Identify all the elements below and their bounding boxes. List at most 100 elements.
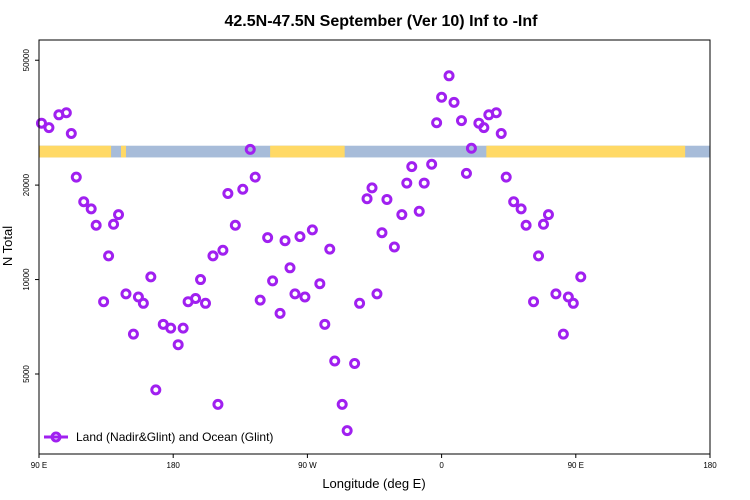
- data-point: [436, 91, 448, 103]
- data-point: [388, 241, 400, 253]
- data-point: [200, 297, 212, 309]
- data-point: [341, 425, 353, 437]
- x-tick-label: 180: [167, 461, 181, 470]
- y-tick-label: 5000: [22, 365, 31, 383]
- data-point: [177, 322, 189, 334]
- data-point: [515, 203, 527, 215]
- data-point: [401, 177, 413, 189]
- data-point: [319, 318, 331, 330]
- data-point: [448, 96, 460, 108]
- data-point: [222, 188, 234, 200]
- y-tick-label: 50000: [22, 49, 31, 72]
- data-point: [279, 235, 291, 247]
- x-tick-label: 0: [439, 461, 444, 470]
- data-point: [284, 262, 296, 274]
- legend-label: Land (Nadir&Glint) and Ocean (Glint): [76, 430, 273, 444]
- data-point: [207, 250, 219, 262]
- data-point: [478, 122, 490, 134]
- x-tick-label: 90 W: [298, 461, 317, 470]
- data-point: [550, 288, 562, 300]
- data-point: [35, 117, 47, 129]
- data-point: [443, 70, 455, 82]
- data-point: [70, 171, 82, 183]
- y-axis: 5000 10000 20000 50000: [22, 49, 39, 383]
- data-point: [294, 231, 306, 243]
- data-point: [60, 107, 72, 119]
- data-point: [336, 398, 348, 410]
- data-point: [299, 291, 311, 303]
- data-point: [254, 294, 266, 306]
- data-point: [413, 205, 425, 217]
- data-point: [120, 288, 132, 300]
- legend-marker: [50, 431, 62, 443]
- data-point: [137, 297, 149, 309]
- data-point: [212, 398, 224, 410]
- data-point: [500, 171, 512, 183]
- data-point: [465, 142, 477, 154]
- data-point: [103, 250, 115, 262]
- data-point: [237, 183, 249, 195]
- data-point: [172, 339, 184, 351]
- data-point: [262, 232, 274, 244]
- data-point: [557, 328, 569, 340]
- y-tick-label: 10000: [22, 268, 31, 291]
- data-point: [314, 278, 326, 290]
- data-point: [396, 209, 408, 221]
- data-points: [35, 70, 587, 437]
- data-point: [195, 274, 207, 286]
- data-point: [495, 128, 507, 140]
- data-point: [289, 288, 301, 300]
- data-point: [533, 250, 545, 262]
- data-point: [575, 271, 587, 283]
- data-point: [229, 219, 241, 231]
- data-point: [371, 288, 383, 300]
- legend: Land (Nadir&Glint) and Ocean (Glint): [44, 430, 273, 444]
- data-point: [376, 227, 388, 239]
- land-segment: [270, 145, 345, 158]
- data-point: [537, 218, 549, 230]
- data-point: [150, 384, 162, 396]
- x-axis: 90 E 180 90 W 0 90 E 180: [31, 454, 717, 470]
- data-point: [567, 297, 579, 309]
- land-ocean-strip: [39, 145, 710, 158]
- data-point: [349, 358, 361, 370]
- data-point: [520, 219, 532, 231]
- data-point: [361, 193, 373, 205]
- data-point: [145, 271, 157, 283]
- data-point: [113, 209, 125, 221]
- data-point: [324, 243, 336, 255]
- land-segment: [486, 145, 686, 158]
- data-point: [108, 218, 120, 230]
- data-point: [329, 355, 341, 367]
- data-point: [431, 117, 443, 129]
- y-tick-label: 20000: [22, 173, 31, 196]
- data-point: [460, 167, 472, 179]
- data-point: [244, 143, 256, 155]
- y-axis-label: N Total: [0, 226, 15, 266]
- data-point: [127, 328, 139, 340]
- data-point: [98, 296, 110, 308]
- data-point: [426, 158, 438, 170]
- data-point: [65, 128, 77, 140]
- data-point: [217, 244, 229, 256]
- data-point: [190, 293, 202, 305]
- data-point: [490, 107, 502, 119]
- data-point: [43, 122, 55, 134]
- data-point: [306, 224, 318, 236]
- data-point: [528, 296, 540, 308]
- land-segment: [121, 145, 126, 158]
- data-point: [508, 196, 520, 208]
- x-tick-label: 90 E: [31, 461, 47, 470]
- chart-title: 42.5N-47.5N September (Ver 10) Inf to -I…: [225, 13, 539, 30]
- data-point: [267, 275, 279, 287]
- data-point: [381, 193, 393, 205]
- data-point: [90, 219, 102, 231]
- data-point: [85, 203, 97, 215]
- data-point: [455, 115, 467, 127]
- ocean-band: [39, 145, 710, 158]
- data-point: [354, 297, 366, 309]
- plot-frame: [38, 39, 711, 455]
- data-point: [249, 171, 261, 183]
- data-point: [366, 182, 378, 194]
